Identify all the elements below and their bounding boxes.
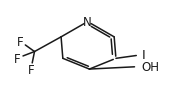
Text: OH: OH — [142, 60, 160, 73]
Text: F: F — [13, 52, 20, 65]
Text: I: I — [142, 49, 145, 62]
Text: F: F — [28, 63, 34, 76]
Text: F: F — [17, 36, 24, 48]
Text: N: N — [83, 15, 92, 28]
